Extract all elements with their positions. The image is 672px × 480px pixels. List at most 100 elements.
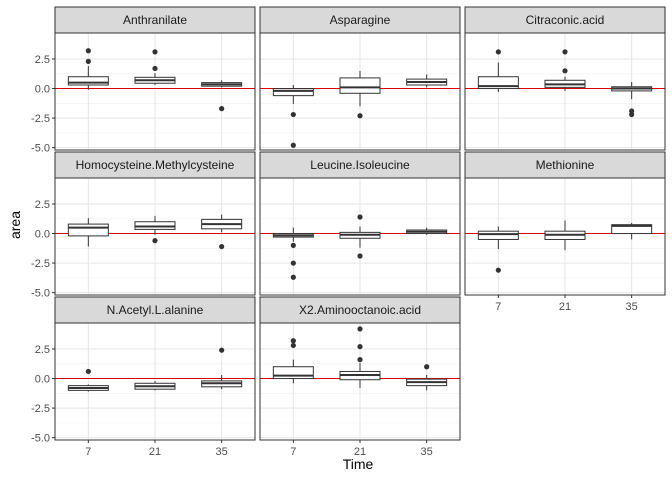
- box-21: [544, 49, 586, 91]
- outlier-point: [357, 214, 363, 220]
- box-body: [67, 76, 109, 86]
- outlier-point: [152, 65, 158, 72]
- outlier-point: [290, 242, 296, 248]
- panel-strip: [54, 296, 256, 324]
- x-tick-label: 7: [85, 446, 91, 458]
- box-7: [272, 338, 314, 384]
- outlier-point: [152, 49, 158, 55]
- x-axis-title: Time: [343, 456, 374, 472]
- box-21: [339, 326, 381, 388]
- panel-border: [259, 177, 461, 296]
- box-35: [611, 222, 653, 240]
- outlier-point: [85, 368, 91, 375]
- box-21: [544, 220, 586, 251]
- x-tick-label: 21: [559, 301, 571, 313]
- panel-asparagine: Asparagine: [259, 6, 461, 151]
- panel-title: Anthranilate: [123, 13, 187, 27]
- panel-strip: [464, 151, 666, 179]
- panel-border: [54, 177, 256, 296]
- x-tick-label: 7: [495, 301, 501, 313]
- y-tick-label: 0.0: [35, 229, 50, 241]
- panel-title: Homocysteine.Methylcysteine: [76, 158, 235, 172]
- outlier-point: [219, 347, 225, 353]
- box-body: [67, 223, 109, 237]
- outlier-point: [357, 357, 363, 363]
- outlier-point: [562, 49, 568, 55]
- box-body: [339, 77, 381, 94]
- box-7: [67, 48, 109, 90]
- panel-citraconic-acid: Citraconic.acid: [464, 6, 666, 151]
- box-35: [201, 80, 243, 112]
- panel-grid: Anthranilate -5.0 -2.5 0.0 2.5 Asparagine Citr…: [31, 6, 666, 458]
- outlier-point: [290, 338, 296, 344]
- outlier-point: [85, 48, 91, 54]
- panel-leucine-isoleucine: Leucine.Isoleucine: [259, 151, 461, 296]
- outlier-point: [85, 58, 91, 64]
- box-7: [272, 85, 314, 148]
- box-35: [611, 82, 653, 118]
- box-35: [406, 364, 448, 391]
- panel-anthranilate: Anthranilate -5.0 -2.5 0.0 2.5: [31, 6, 256, 155]
- y-tick-label: -2.5: [31, 113, 50, 125]
- outlier-point: [290, 142, 296, 148]
- box-7: [67, 368, 109, 392]
- outlier-point: [562, 68, 568, 74]
- outlier-point: [290, 342, 296, 349]
- box-body: [611, 224, 653, 235]
- y-tick-label: 0.0: [35, 84, 50, 96]
- panel-border: [464, 32, 666, 151]
- outlier-point: [357, 326, 363, 332]
- box-35: [406, 74, 448, 88]
- x-tick-label: 21: [354, 446, 366, 458]
- panel-title: Methionine: [536, 158, 595, 172]
- panel-strip: [464, 6, 666, 34]
- y-tick-label: 2.5: [35, 199, 50, 211]
- box-21: [339, 70, 381, 119]
- outlier-point: [152, 238, 158, 244]
- box-body: [477, 76, 519, 90]
- y-tick-label: -2.5: [31, 258, 50, 270]
- panel-title: N.Acetyl.L.alanine: [107, 303, 204, 317]
- outlier-point: [219, 106, 225, 112]
- panel-n-acetyl-l-alanine: N.Acetyl.L.alanine -5.0 -2.5 0.0 2.5 7 21 35: [31, 296, 256, 458]
- panel-title: Citraconic.acid: [526, 13, 605, 27]
- box-35: [201, 347, 243, 390]
- y-tick-label: -5.0: [31, 143, 50, 155]
- outlier-point: [495, 49, 501, 55]
- y-tick-label: 0.0: [35, 374, 50, 386]
- outlier-point: [495, 267, 501, 273]
- box-35: [201, 214, 243, 250]
- box-21: [134, 380, 176, 391]
- x-tick-label: 35: [216, 446, 228, 458]
- y-tick-label: -2.5: [31, 403, 50, 415]
- panel-strip: [54, 6, 256, 34]
- box-7: [477, 226, 519, 273]
- y-tick-label: 2.5: [35, 344, 50, 356]
- y-tick-label: 2.5: [35, 54, 50, 66]
- x-tick-label: 35: [421, 446, 433, 458]
- box-21: [134, 215, 176, 244]
- panel-homocysteine-methylcysteine: Homocysteine.Methylcysteine -5.0 -2.5 0.0 2.…: [31, 151, 256, 300]
- box-21: [339, 214, 381, 259]
- x-tick-label: 35: [626, 301, 638, 313]
- panel-x2-aminooctanoic-acid: X2.Aminooctanoic.acid 7 21 35: [259, 296, 461, 458]
- panel-strip: [54, 151, 256, 179]
- panel-title: Leucine.Isoleucine: [310, 158, 410, 172]
- outlier-point: [357, 113, 363, 119]
- outlier-point: [290, 260, 296, 266]
- panel-border: [259, 32, 461, 151]
- panel-border: [54, 32, 256, 151]
- box-body: [272, 366, 314, 380]
- box-body: [477, 230, 519, 240]
- outlier-point: [629, 111, 635, 118]
- box-21: [134, 49, 176, 85]
- box-7: [67, 218, 109, 247]
- y-tick-label: -5.0: [31, 433, 50, 445]
- box-7: [477, 49, 519, 93]
- outlier-point: [290, 274, 296, 280]
- y-axis-title: area: [7, 211, 23, 239]
- outlier-point: [290, 111, 296, 118]
- y-tick-label: -5.0: [31, 288, 50, 300]
- box-7: [272, 227, 314, 280]
